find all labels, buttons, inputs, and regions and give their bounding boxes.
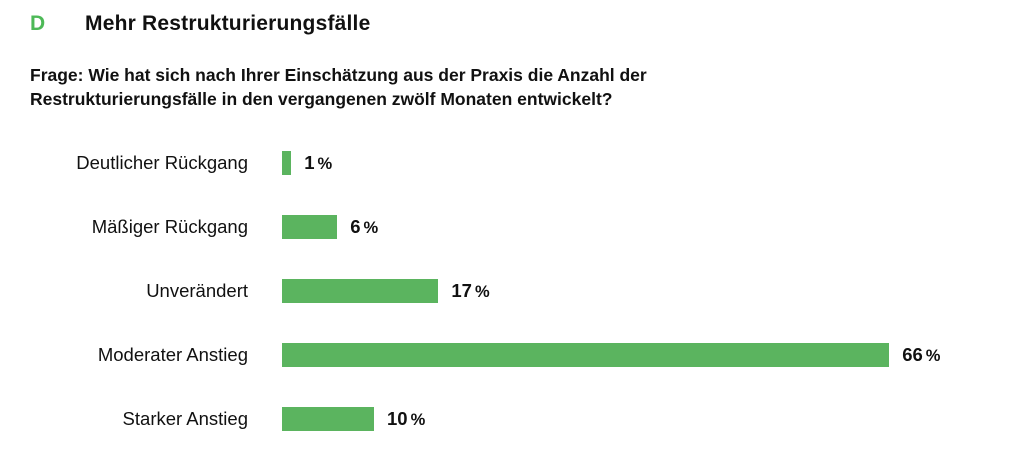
value-number: 1 <box>304 152 315 173</box>
chart-row: Unverändert 17 % <box>30 259 994 323</box>
chart-row: Moderater Anstieg 66 % <box>30 323 994 387</box>
value-label: 17 % <box>451 280 489 302</box>
question-text: Frage: Wie hat sich nach Ihrer Einschätz… <box>30 63 994 111</box>
value-label: 1 % <box>304 152 332 174</box>
value-number: 6 <box>350 216 361 237</box>
bar-area: 10 % <box>282 407 425 431</box>
bar <box>282 407 374 431</box>
bar-area: 6 % <box>282 215 378 239</box>
value-label: 66 % <box>902 344 940 366</box>
value-unit: % <box>317 155 333 173</box>
value-label: 10 % <box>387 408 425 430</box>
bar-area: 17 % <box>282 279 490 303</box>
bar <box>282 343 890 367</box>
chart-header: D Mehr Restrukturierungsfälle <box>30 12 994 36</box>
category-label: Unverändert <box>146 280 248 301</box>
bar-area: 1 % <box>282 151 332 175</box>
category-label: Starker Anstieg <box>122 408 248 429</box>
value-unit: % <box>410 411 426 429</box>
value-unit: % <box>925 347 941 365</box>
chart-row: Mäßiger Rückgang 6 % <box>30 195 994 259</box>
chart-title: Mehr Restrukturierungsfälle <box>85 12 371 35</box>
category-label: Moderater Anstieg <box>97 344 248 365</box>
category-label: Deutlicher Rückgang <box>76 152 248 173</box>
value-number: 10 <box>387 408 408 429</box>
chart-row: Starker Anstieg 10 % <box>30 387 994 451</box>
question-line-2: Restrukturierungsfälle in den vergangene… <box>30 89 613 109</box>
value-unit: % <box>474 283 490 301</box>
bar-chart: Deutlicher Rückgang 1 % Mäßiger Rückgang… <box>30 131 994 451</box>
value-number: 17 <box>451 280 472 301</box>
chart-row: Deutlicher Rückgang 1 % <box>30 131 994 195</box>
section-marker: D <box>30 12 46 35</box>
value-unit: % <box>363 219 379 237</box>
bar-area: 66 % <box>282 343 940 367</box>
bar <box>282 151 292 175</box>
bar <box>282 215 338 239</box>
bar <box>282 279 439 303</box>
value-label: 6 % <box>350 216 378 238</box>
question-line-1: Frage: Wie hat sich nach Ihrer Einschätz… <box>30 65 647 85</box>
value-number: 66 <box>902 344 923 365</box>
category-label: Mäßiger Rückgang <box>91 216 248 237</box>
